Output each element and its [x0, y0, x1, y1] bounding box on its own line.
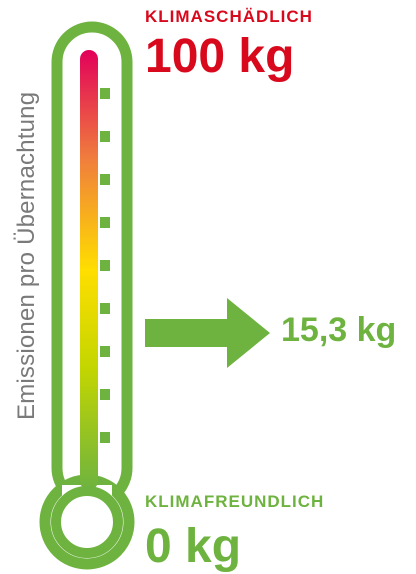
top-scale-label: KLIMASCHÄDLICH: [145, 7, 313, 26]
bottom-scale-value: 0 kg: [145, 520, 242, 573]
bottom-scale-label: KLIMAFREUNDLICH: [145, 492, 325, 511]
thermometer-bulb: [51, 486, 123, 558]
top-scale-value: 100 kg: [145, 30, 295, 83]
current-value: 15,3 kg: [281, 311, 397, 349]
scale-ticks: [100, 88, 110, 443]
thermometer-fill: [80, 50, 98, 490]
axis-label: Emissionen pro Übernachtung: [13, 91, 40, 420]
value-arrow: [145, 298, 270, 368]
